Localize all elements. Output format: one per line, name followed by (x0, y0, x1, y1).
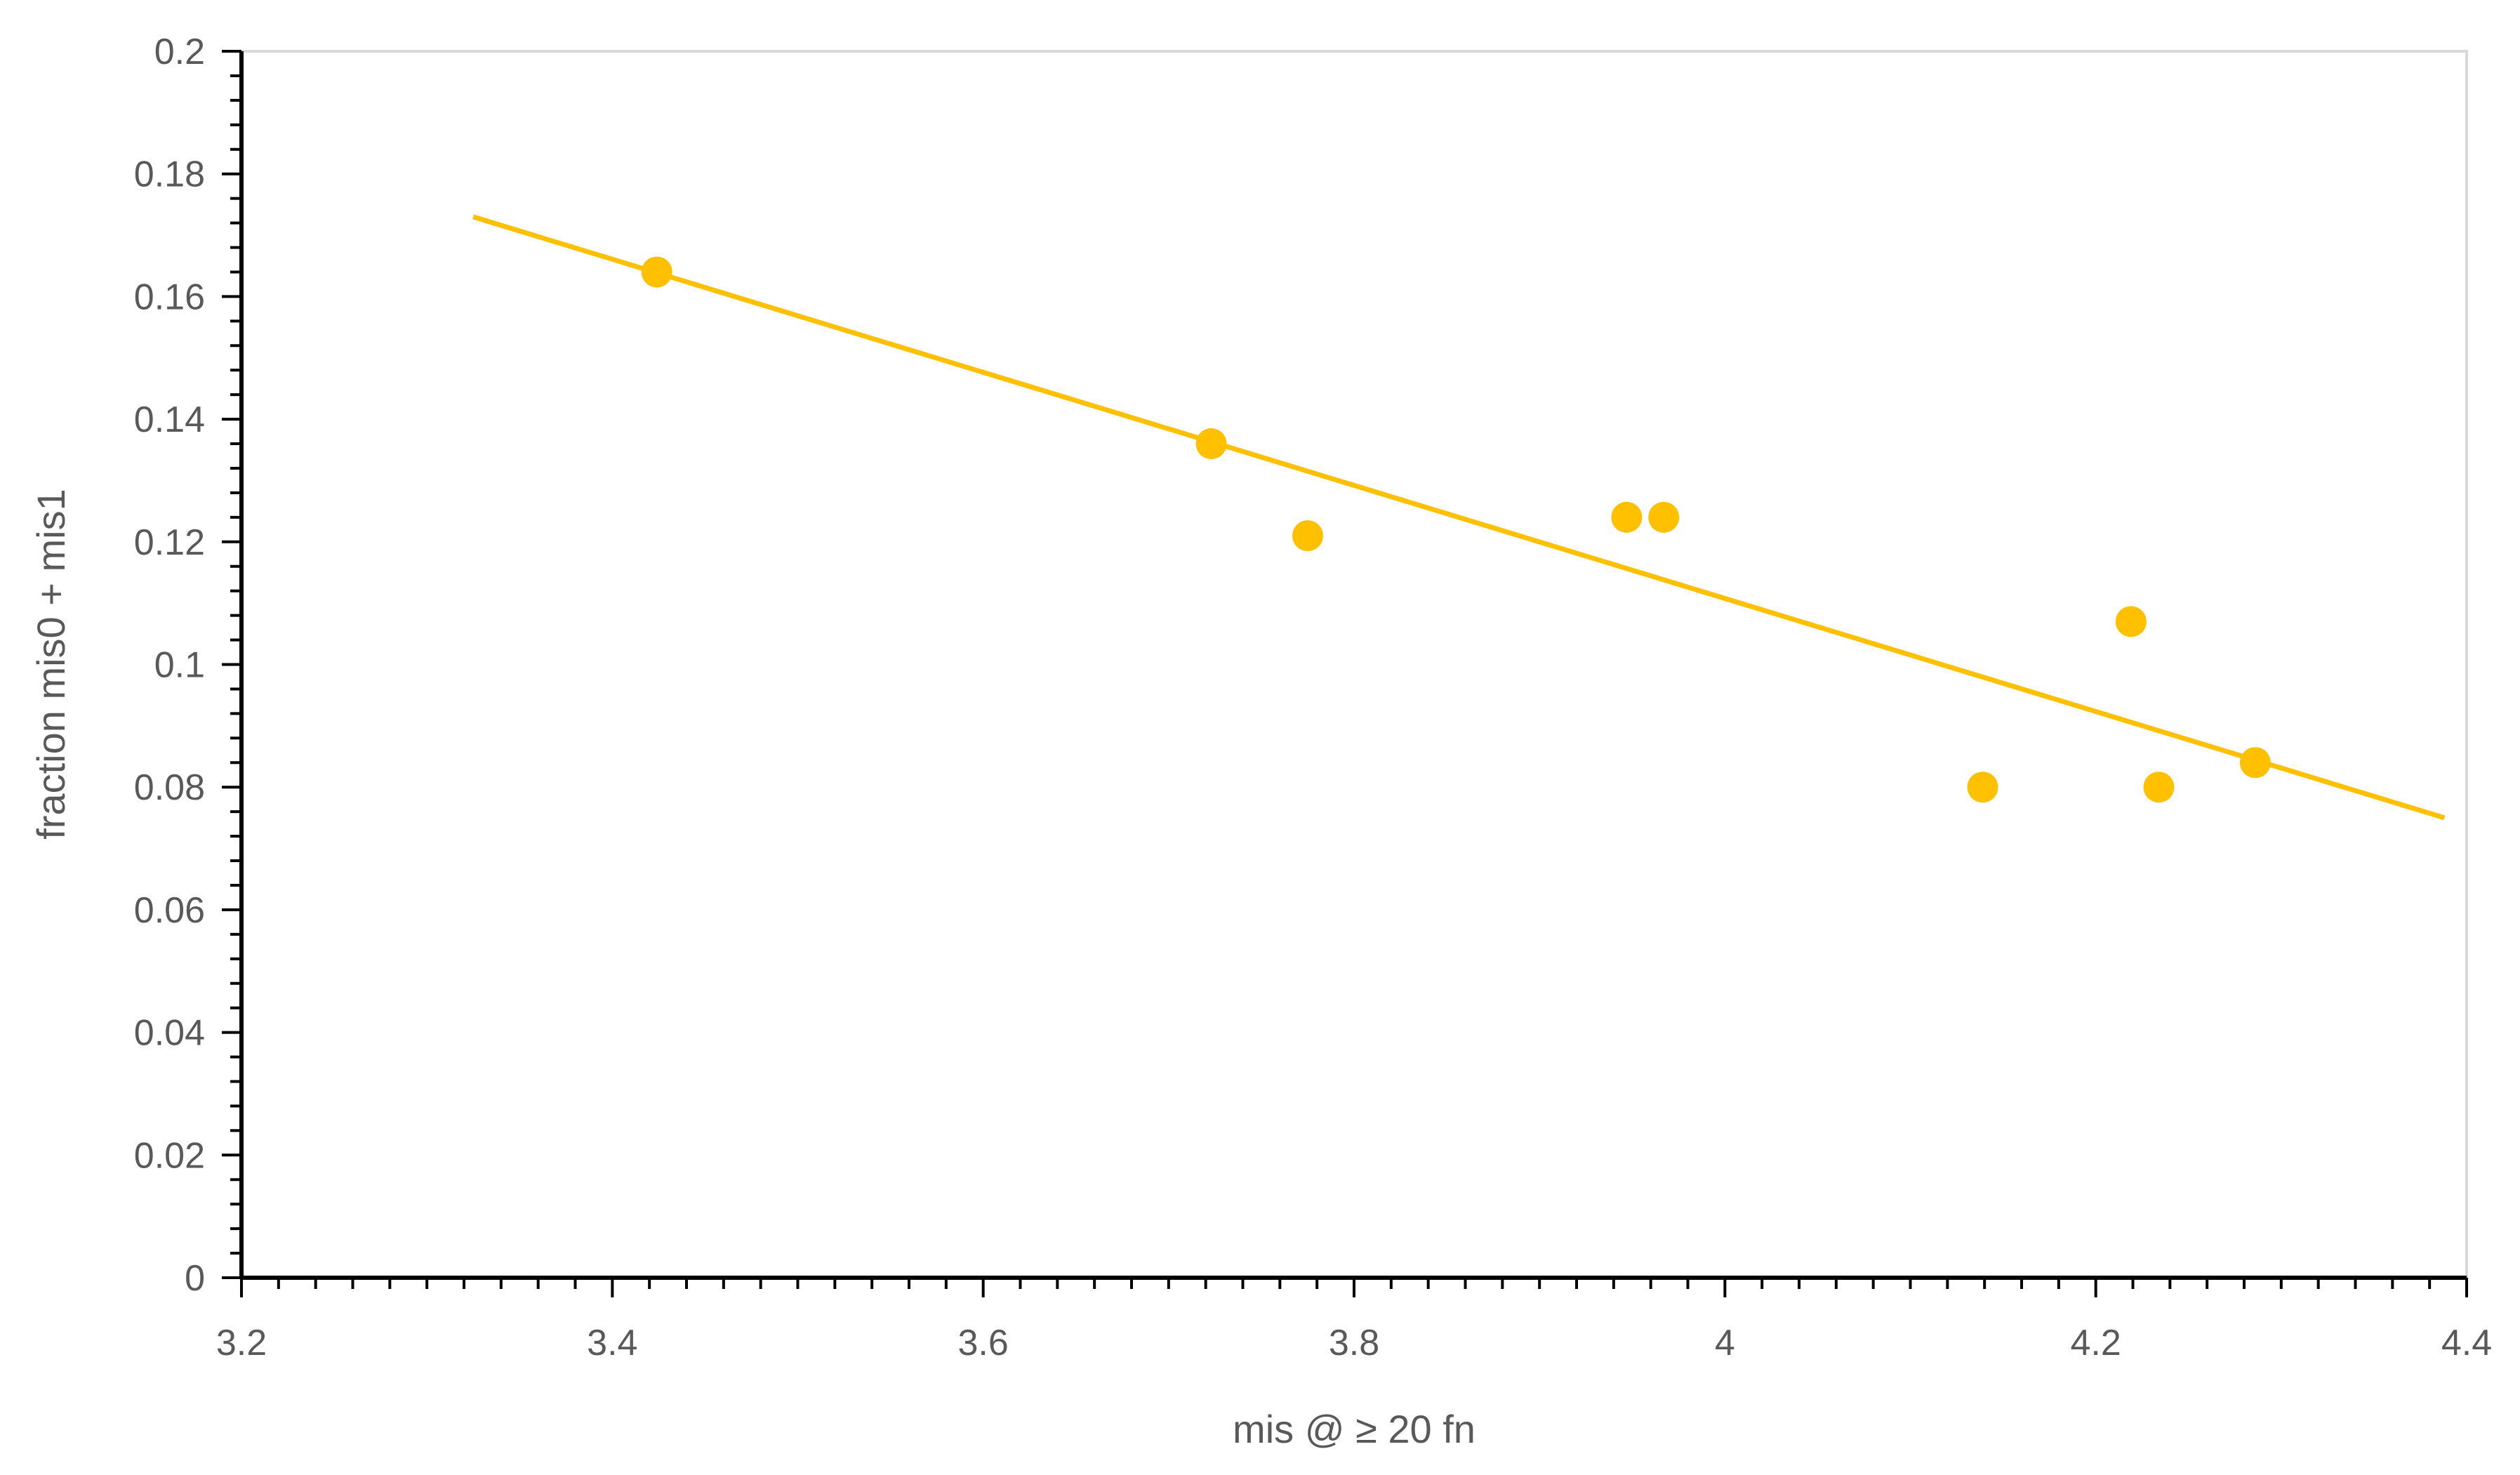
y-tick-label: 0.1 (154, 645, 205, 686)
x-tick-label: 4 (1715, 1323, 1735, 1363)
y-tick-labels: 0 0.02 0.04 0.06 0.08 0.1 0.12 0.14 0.16 0.18 0.2 (134, 32, 205, 1299)
data-point (1292, 520, 1323, 552)
y-axis-title: fraction mis0 + mis1 (29, 489, 73, 840)
x-tick-label: 3.6 (958, 1323, 1009, 1363)
y-tick-label: 0.14 (134, 399, 205, 440)
x-tick-label: 3.4 (587, 1323, 637, 1363)
data-points (641, 256, 2271, 803)
x-tick-label: 3.8 (1329, 1323, 1379, 1363)
data-point (1967, 772, 1998, 803)
y-tick-label: 0.16 (134, 277, 205, 317)
data-point (1611, 501, 1643, 533)
y-tick-label: 0.2 (154, 32, 205, 72)
minor-ticks (222, 50, 2468, 1297)
y-tick-label: 0 (185, 1258, 205, 1299)
y-tick-label: 0.18 (134, 154, 205, 195)
data-point (2239, 747, 2271, 779)
x-axis-title: mis @ ≥ 20 fn (1233, 1407, 1475, 1451)
x-tick-label: 3.2 (216, 1323, 267, 1363)
x-tick-label: 4.4 (2441, 1323, 2492, 1363)
data-point (641, 256, 672, 288)
trendline (472, 214, 2446, 821)
data-point (2115, 606, 2147, 637)
y-tick-label: 0.06 (134, 890, 205, 931)
data-point (1195, 428, 1227, 460)
data-point (2143, 772, 2175, 803)
trendline-layer (472, 214, 2446, 821)
y-tick-label: 0.02 (134, 1135, 205, 1176)
x-tick-label: 4.2 (2071, 1323, 2121, 1363)
y-tick-label: 0.04 (134, 1013, 205, 1054)
y-tick-label: 0.12 (134, 522, 205, 563)
data-point (1648, 501, 1680, 533)
plot-frame (240, 50, 2468, 1279)
y-tick-label: 0.08 (134, 767, 205, 808)
x-tick-labels: 3.2 3.4 3.6 3.8 4 4.2 4.4 (216, 1323, 2492, 1363)
